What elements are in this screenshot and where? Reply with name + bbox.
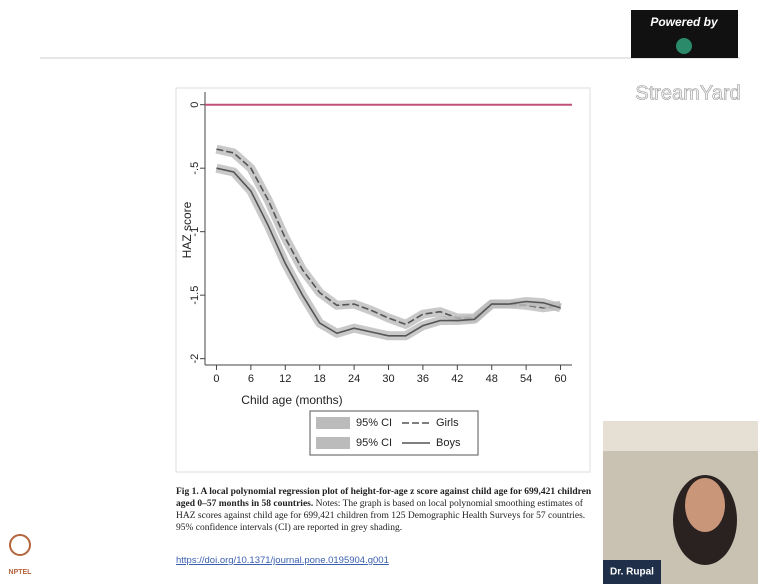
brand-icon xyxy=(676,38,692,54)
x-tick-label: 6 xyxy=(248,373,254,385)
powered-by: Powered by xyxy=(650,15,719,29)
x-tick-label: 60 xyxy=(554,373,566,385)
legend-ci-swatch xyxy=(316,437,350,449)
x-tick-label: 48 xyxy=(486,373,498,385)
y-tick-label: -.5 xyxy=(189,162,201,175)
x-tick-label: 12 xyxy=(279,373,291,385)
x-tick-label: 18 xyxy=(314,373,326,385)
webcam-face xyxy=(685,478,725,532)
x-tick-label: 42 xyxy=(451,373,463,385)
caption: Fig 1. A local polynomial regression plo… xyxy=(176,486,596,534)
y-tick-label: -1 xyxy=(189,227,201,237)
page: {"chart_data": {"type": "line", "x_label… xyxy=(0,0,758,584)
webcam-wall xyxy=(603,421,758,451)
legend-ci-label: 95% CI xyxy=(356,417,392,429)
legend-ci-label: 95% CI xyxy=(356,437,392,449)
x-tick-label: 24 xyxy=(348,373,360,385)
legend-label: Boys xyxy=(436,437,461,449)
y-tick-label: -2 xyxy=(189,354,201,364)
x-axis-label: Child age (months) xyxy=(241,393,342,407)
y-tick-label: 0 xyxy=(189,102,201,108)
doi-link[interactable]: https://doi.org/10.1371/journal.pone.019… xyxy=(176,555,389,566)
logo-icon xyxy=(10,535,30,555)
x-tick-label: 54 xyxy=(520,373,532,385)
x-tick-label: 30 xyxy=(382,373,394,385)
speaker-name: Dr. Rupal xyxy=(610,567,654,578)
legend-ci-swatch xyxy=(316,417,350,429)
x-tick-label: 0 xyxy=(213,373,219,385)
legend-label: Girls xyxy=(436,417,459,429)
x-tick-label: 36 xyxy=(417,373,429,385)
brand: StreamYard xyxy=(635,82,740,104)
logo: NPTEL xyxy=(9,569,33,576)
y-tick-label: -1.5 xyxy=(189,286,201,305)
